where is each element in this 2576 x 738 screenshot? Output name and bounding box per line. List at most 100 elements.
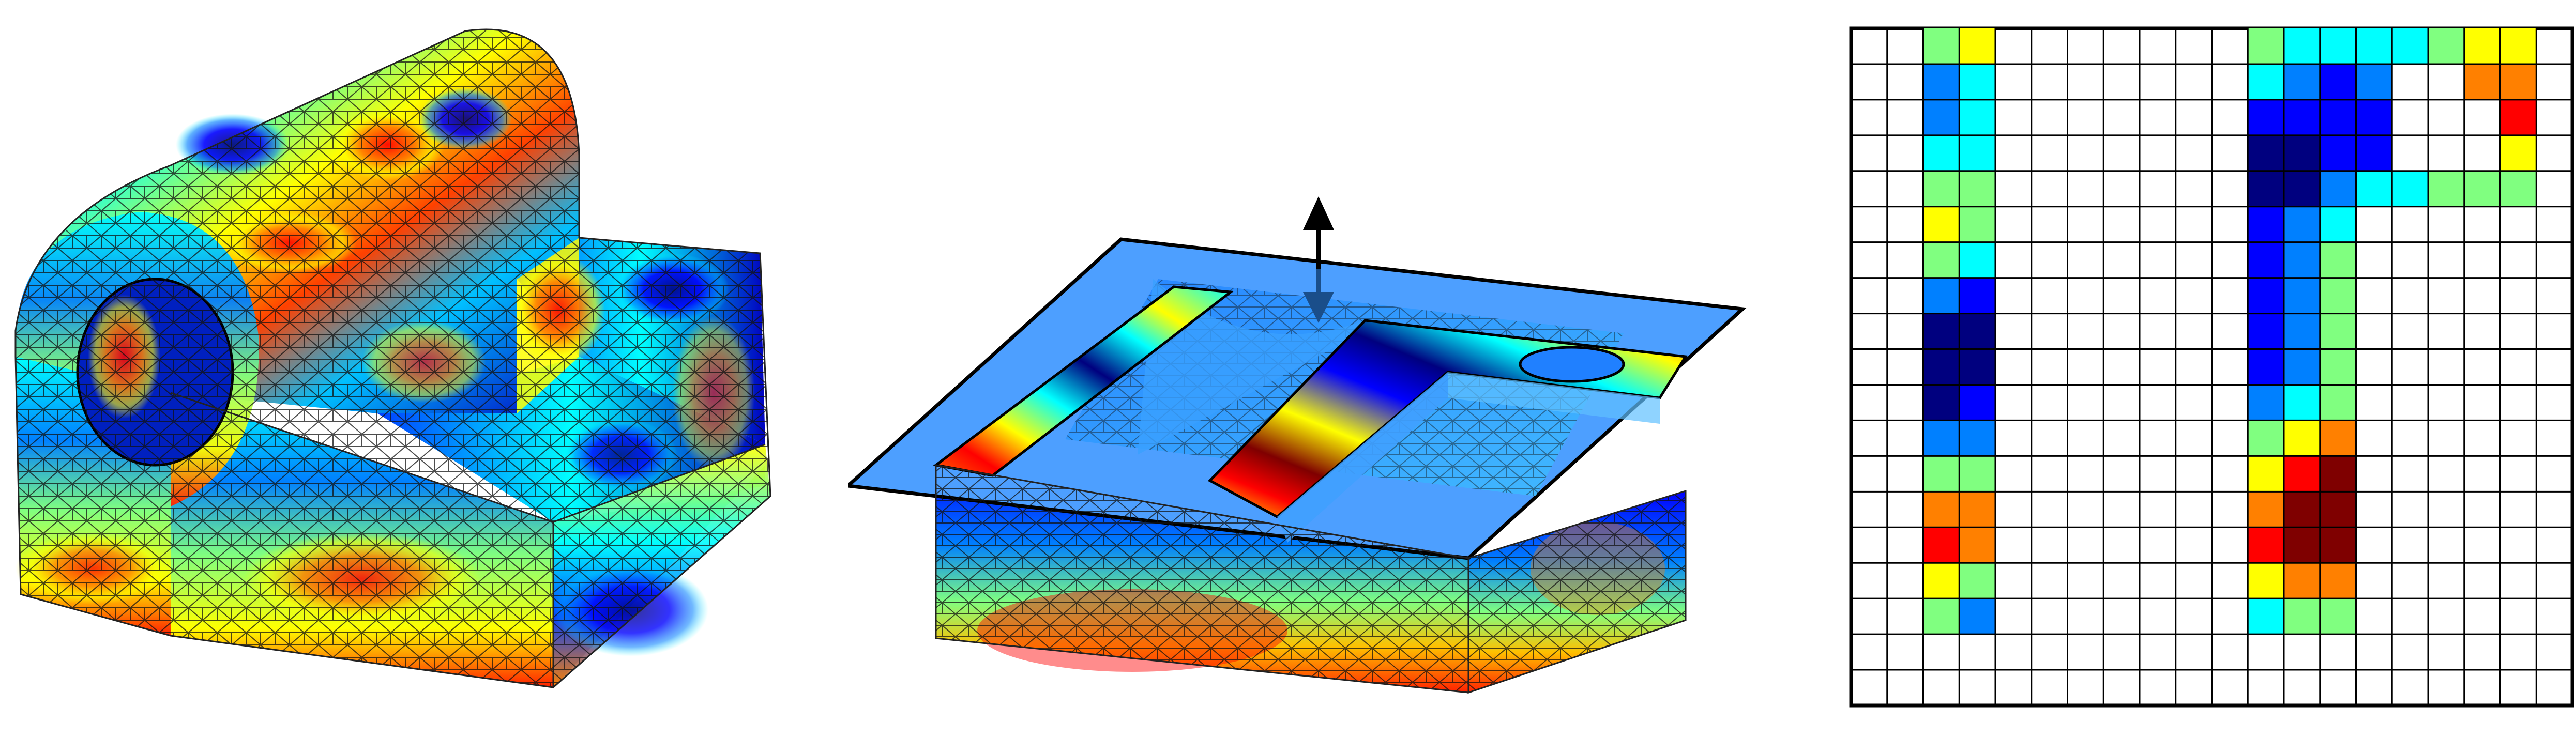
grid-cell [2356, 99, 2392, 135]
slice-hole [1519, 346, 1625, 383]
grid-cell [2320, 99, 2356, 135]
grid-cell [2500, 171, 2537, 207]
grid-cell [2320, 420, 2356, 456]
grid-cell [1923, 242, 1960, 278]
grid-cell [2500, 64, 2537, 100]
grid-cell [1923, 527, 1960, 563]
grid-cell [2464, 64, 2501, 100]
grid-cell [2248, 385, 2284, 421]
grid-cell [2284, 64, 2320, 100]
grid-cell [2320, 28, 2356, 64]
grid-cell [1959, 99, 1995, 135]
mesh-part-panel [0, 0, 807, 738]
pixel-grid [1849, 26, 2574, 708]
grid-cell [2464, 171, 2501, 207]
grid-cell [1959, 598, 1995, 635]
grid-cell [1959, 28, 1995, 64]
grid-cell [2428, 171, 2464, 207]
grid-cell [2248, 491, 2284, 528]
grid-cell [2320, 278, 2356, 314]
grid-cell [2356, 135, 2392, 171]
grid-cell [1923, 135, 1960, 171]
grid-cell [2248, 64, 2284, 100]
grid-cell [2284, 527, 2320, 563]
grid-cell [2248, 278, 2284, 314]
grid-cell [2320, 527, 2356, 563]
grid-cell [1959, 349, 1995, 385]
grid-cell [1923, 206, 1960, 242]
grid-cell [2500, 28, 2537, 64]
grid-cell [1959, 171, 1995, 207]
grid-cell [2248, 527, 2284, 563]
grid-cell [1923, 491, 1960, 528]
grid-cell [2248, 171, 2284, 207]
grid-cell [1959, 313, 1995, 349]
grid-cell [2284, 278, 2320, 314]
grid-cell [2464, 28, 2501, 64]
grid-cell [2500, 135, 2537, 171]
grid-cell [2392, 28, 2428, 64]
grid-cell [2284, 420, 2320, 456]
grid-cell [2248, 456, 2284, 492]
grid-cell [1923, 171, 1960, 207]
grid-lines [1851, 28, 2572, 705]
grid-cell [2248, 242, 2284, 278]
slicing-panel [848, 0, 1758, 738]
grid-cell [2392, 171, 2428, 207]
grid-cell [1923, 278, 1960, 314]
grid-cell [1959, 456, 1995, 492]
grid-cell [2248, 313, 2284, 349]
grid-cell [1923, 563, 1960, 599]
grid-cell [2284, 99, 2320, 135]
grid-cell [2248, 28, 2284, 64]
grid-cell [2284, 563, 2320, 599]
grid-cell [1959, 491, 1995, 528]
slice-triangle-mesh [936, 465, 1686, 693]
grid-cell [2320, 349, 2356, 385]
grid-cell [2320, 456, 2356, 492]
grid-cell [2320, 563, 2356, 599]
grid-cell [2248, 135, 2284, 171]
grid-cell [2320, 385, 2356, 421]
grid-cell [2500, 99, 2537, 135]
grid-cell [2320, 598, 2356, 635]
grid-cell [2248, 563, 2284, 599]
part-triangle-mesh [16, 29, 770, 687]
grid-cell [2284, 28, 2320, 64]
grid-cell [2320, 135, 2356, 171]
vertical-double-arrow [1303, 196, 1334, 323]
grid-cell [2284, 456, 2320, 492]
grid-cell [2320, 206, 2356, 242]
grid-cells [1923, 28, 2537, 635]
grid-cell [1923, 349, 1960, 385]
grid-cell [1959, 135, 1995, 171]
grid-cell [1923, 28, 1960, 64]
grid-cell [2248, 206, 2284, 242]
grid-cell [2284, 313, 2320, 349]
grid-cell [2428, 28, 2464, 64]
grid-cell [2320, 313, 2356, 349]
grid-cell [2320, 491, 2356, 528]
grid-cell [1923, 456, 1960, 492]
grid-cell [2248, 349, 2284, 385]
grid-cell [2284, 491, 2320, 528]
pixel-grid-panel [1841, 0, 2576, 738]
grid-cell [1959, 64, 1995, 100]
grid-cell [1923, 99, 1960, 135]
grid-cell [2248, 598, 2284, 635]
grid-cell [2320, 242, 2356, 278]
grid-cell [2320, 171, 2356, 207]
grid-cell [1959, 206, 1995, 242]
grid-cell [1959, 527, 1995, 563]
grid-cell [2284, 206, 2320, 242]
slicing-figure [848, 196, 1747, 694]
grid-cell [1959, 563, 1995, 599]
grid-cell [2248, 99, 2284, 135]
grid-cell [2356, 64, 2392, 100]
grid-cell [1923, 598, 1960, 635]
mesh-part-figure [14, 28, 771, 688]
grid-cell [2248, 420, 2284, 456]
grid-cell [2284, 349, 2320, 385]
grid-cell [2284, 135, 2320, 171]
grid-cell [2284, 171, 2320, 207]
